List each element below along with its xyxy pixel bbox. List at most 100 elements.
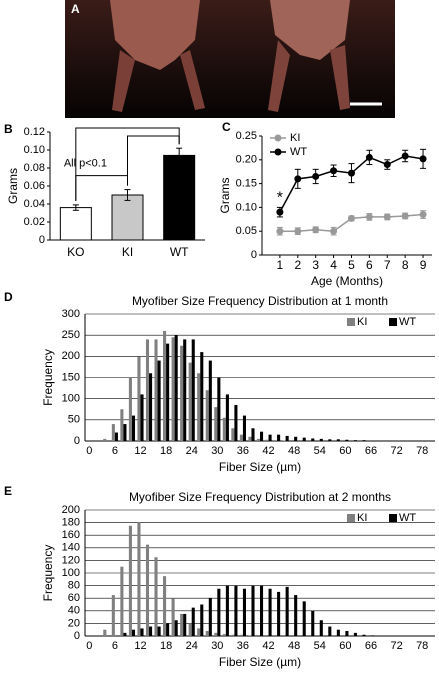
x-axis-label: Fiber Size (µm) xyxy=(219,655,301,669)
bar xyxy=(149,626,153,636)
bar xyxy=(111,424,115,441)
bar xyxy=(248,436,252,441)
bar xyxy=(191,607,195,636)
bar xyxy=(242,415,246,441)
x-tick-label: 54 xyxy=(314,640,326,652)
bar xyxy=(128,525,132,636)
panel-label: E xyxy=(4,484,12,498)
x-tick-label: 60 xyxy=(339,640,351,652)
y-tick-label: 100 xyxy=(62,393,80,405)
point xyxy=(330,167,338,175)
x-tick-label: 0 xyxy=(86,445,92,457)
x-tick-label: 12 xyxy=(134,640,146,652)
bar xyxy=(131,629,136,636)
x-tick-label: 1 xyxy=(277,258,284,272)
y-tick-label: 80 xyxy=(68,580,80,592)
bar xyxy=(171,337,175,441)
bar xyxy=(234,585,238,636)
x-tick-label: 78 xyxy=(416,445,428,457)
y-tick-label: 20 xyxy=(68,617,80,629)
bar xyxy=(239,434,243,441)
bar xyxy=(265,439,269,441)
bar xyxy=(157,360,161,441)
photo-limb xyxy=(268,40,350,112)
y-tick-label: 0.10 xyxy=(236,201,257,213)
legend-swatch xyxy=(389,318,397,326)
bar xyxy=(274,440,278,441)
x-tick-label: 8 xyxy=(402,258,409,272)
bar xyxy=(180,613,184,636)
bar xyxy=(328,626,332,636)
bar xyxy=(214,407,218,441)
legend-swatch xyxy=(347,514,355,522)
bar xyxy=(302,437,306,441)
y-tick-label: 0 xyxy=(74,435,80,447)
y-tick-label: 300 xyxy=(62,308,80,320)
bar xyxy=(137,356,141,441)
bar xyxy=(311,438,315,441)
bar xyxy=(217,377,221,441)
bar xyxy=(336,439,340,441)
point xyxy=(383,161,391,169)
x-tick-label: 66 xyxy=(365,445,377,457)
bar xyxy=(123,632,127,636)
bar xyxy=(234,405,238,441)
bar xyxy=(345,439,349,441)
point xyxy=(419,155,427,163)
bar xyxy=(222,417,226,441)
bar xyxy=(120,566,124,636)
bar xyxy=(268,434,272,441)
y-tick-label: 0 xyxy=(39,234,45,246)
bar xyxy=(214,632,218,636)
x-tick-label: 2 xyxy=(294,258,301,272)
x-tick-label: 7 xyxy=(384,258,391,272)
x-tick-label: 6 xyxy=(112,445,118,457)
y-tick-label: 0 xyxy=(251,249,257,261)
point xyxy=(312,226,320,234)
bar xyxy=(59,207,92,241)
bar xyxy=(345,630,349,636)
x-tick-label: 48 xyxy=(288,640,300,652)
legend-label: KI xyxy=(357,316,367,328)
point xyxy=(276,208,284,216)
x-tick-label: KO xyxy=(67,245,84,259)
y-tick-label: 0.12 xyxy=(24,126,45,138)
x-tick-label: 36 xyxy=(237,640,249,652)
point xyxy=(294,227,302,235)
bar xyxy=(217,588,221,636)
bar xyxy=(191,339,195,441)
x-tick-label: 3 xyxy=(312,258,319,272)
legend-label: WT xyxy=(399,512,416,524)
point xyxy=(276,227,284,235)
bar xyxy=(120,409,124,441)
bar xyxy=(111,595,115,636)
x-tick-label: 9 xyxy=(420,258,427,272)
y-tick-label: 0.20 xyxy=(236,154,257,166)
point xyxy=(401,152,409,160)
legend-swatch xyxy=(274,134,282,142)
bar xyxy=(200,604,204,636)
photo-limb xyxy=(112,50,205,112)
point xyxy=(347,214,355,222)
y-tick-label: 0.25 xyxy=(236,130,257,142)
annotation: * xyxy=(277,190,283,207)
bar xyxy=(140,394,144,441)
bar xyxy=(114,432,118,441)
bar xyxy=(268,588,272,636)
bar xyxy=(225,585,229,636)
photo-limb xyxy=(110,0,200,70)
bar xyxy=(251,428,255,441)
bar xyxy=(251,585,255,636)
bar xyxy=(163,154,196,241)
point xyxy=(347,169,355,177)
bar xyxy=(137,522,141,636)
photo-limb xyxy=(270,0,350,60)
bar xyxy=(222,634,226,636)
bar xyxy=(208,598,212,636)
point xyxy=(383,213,391,221)
point xyxy=(419,211,427,219)
x-tick-label: 6 xyxy=(112,640,118,652)
bar xyxy=(225,394,229,441)
bar xyxy=(145,339,150,441)
bar xyxy=(188,623,192,636)
